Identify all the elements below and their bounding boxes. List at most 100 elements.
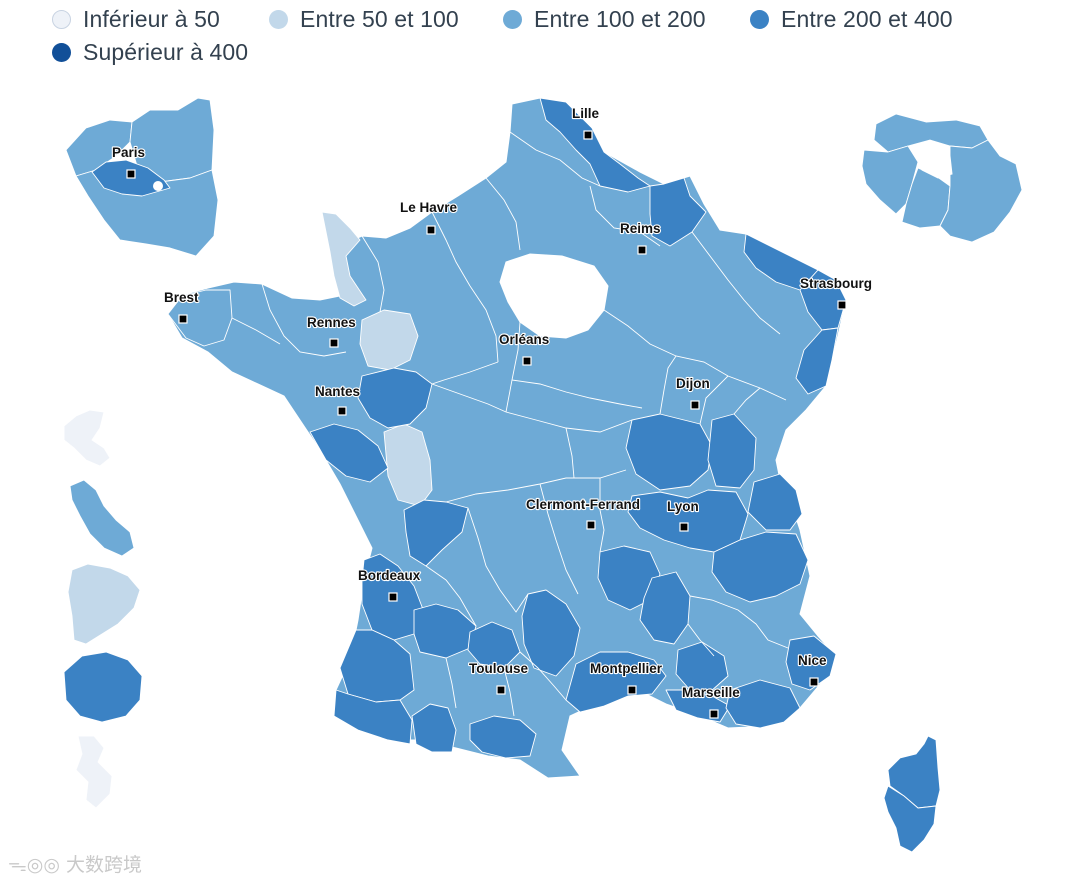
city-clermont-ferrand[interactable]: Clermont-Ferrand bbox=[525, 496, 641, 530]
dept-pyrenees-atlantiques[interactable] bbox=[333, 689, 413, 745]
legend-swatch-icon bbox=[750, 10, 769, 29]
dept-hautes-pyrenees[interactable] bbox=[411, 703, 457, 753]
city-label: Brest bbox=[164, 290, 199, 305]
city-paris[interactable]: Paris bbox=[111, 144, 146, 179]
dept-nord[interactable] bbox=[539, 97, 651, 193]
legend-item-above-400[interactable]: Supérieur à 400 bbox=[52, 39, 248, 66]
dept-alpes-maritimes[interactable] bbox=[785, 635, 837, 691]
legend-label: Inférieur à 50 bbox=[83, 6, 220, 32]
city-marker-icon bbox=[679, 522, 689, 532]
city-marker-icon bbox=[426, 225, 436, 235]
dept-landes[interactable] bbox=[339, 629, 415, 703]
city-label: Orléans bbox=[499, 332, 549, 347]
city-label: Toulouse bbox=[469, 661, 528, 676]
guadeloupe[interactable] bbox=[63, 409, 111, 467]
dept-maine-et-loire[interactable] bbox=[357, 367, 433, 429]
city-brest[interactable]: Brest bbox=[163, 289, 200, 324]
dept-corse-du-sud[interactable] bbox=[883, 785, 937, 853]
city-marker-icon bbox=[329, 338, 339, 348]
city-marker-icon bbox=[178, 314, 188, 324]
la-reunion[interactable] bbox=[63, 651, 143, 723]
paris-inset bbox=[65, 97, 219, 257]
dept-manche[interactable] bbox=[321, 211, 367, 307]
city-marker-icon bbox=[627, 685, 637, 695]
legend-swatch-icon bbox=[52, 43, 71, 62]
dept-lot[interactable] bbox=[521, 589, 581, 677]
dept-jura[interactable] bbox=[707, 413, 757, 489]
city-marker-icon bbox=[809, 677, 819, 687]
city-label: Strasbourg bbox=[800, 276, 872, 291]
dept-deux-sevres[interactable] bbox=[383, 423, 433, 507]
guyane[interactable] bbox=[67, 563, 141, 645]
dept-isere-savoie[interactable] bbox=[711, 531, 809, 603]
inset-val-d-oise[interactable] bbox=[873, 113, 989, 153]
city-strasbourg[interactable]: Strasbourg bbox=[799, 275, 873, 310]
city-label: Clermont-Ferrand bbox=[526, 497, 640, 512]
city-markers: Lille Paris Le Havre Reims Strasbourg Br… bbox=[111, 105, 873, 719]
watermark-logo-icon: ᯓ◎◎ bbox=[8, 854, 66, 876]
dept-mayenne[interactable] bbox=[359, 309, 419, 371]
city-marker-icon bbox=[126, 169, 136, 179]
dept-vendee[interactable] bbox=[309, 423, 389, 483]
inset-petite-couronne-blank bbox=[917, 145, 953, 179]
city-lille[interactable]: Lille bbox=[571, 105, 601, 140]
legend-swatch-icon bbox=[52, 10, 71, 29]
city-marker-icon bbox=[337, 406, 347, 416]
watermark-text: 大数跨境 bbox=[65, 854, 142, 876]
city-bordeaux[interactable]: Bordeaux bbox=[357, 567, 422, 602]
dept-vienne[interactable] bbox=[403, 499, 469, 567]
mainland-france bbox=[167, 97, 847, 779]
city-marseille[interactable]: Marseille bbox=[681, 684, 741, 719]
inset-seine-et-marne[interactable] bbox=[939, 139, 1023, 243]
city-marker-icon bbox=[496, 685, 506, 695]
dept-ardennes[interactable] bbox=[649, 177, 707, 247]
city-marker-icon bbox=[586, 520, 596, 530]
city-nantes[interactable]: Nantes bbox=[314, 383, 361, 416]
martinique[interactable] bbox=[69, 479, 135, 557]
city-label: Dijon bbox=[676, 376, 710, 391]
city-nice[interactable]: Nice bbox=[797, 652, 828, 687]
city-marker-icon bbox=[637, 245, 647, 255]
city-label: Bordeaux bbox=[358, 568, 421, 583]
legend-item-100-200[interactable]: Entre 100 et 200 bbox=[503, 6, 706, 33]
city-reims[interactable]: Reims bbox=[619, 220, 662, 255]
city-marker-icon bbox=[522, 356, 532, 366]
dept-var[interactable] bbox=[725, 679, 801, 729]
city-label: Lyon bbox=[667, 499, 699, 514]
dept-ardeche[interactable] bbox=[639, 571, 691, 645]
city-label: Nantes bbox=[315, 384, 360, 399]
dept-moselle[interactable] bbox=[743, 233, 819, 291]
inset-bois-de-vincennes bbox=[153, 181, 163, 191]
city-lyon[interactable]: Lyon bbox=[666, 498, 700, 532]
city-orleans[interactable]: Orléans bbox=[498, 331, 550, 366]
dept-saone-et-loire[interactable] bbox=[625, 413, 713, 491]
legend-label: Entre 50 et 100 bbox=[300, 6, 459, 32]
corsica bbox=[883, 735, 941, 853]
dept-ariege[interactable] bbox=[469, 715, 537, 759]
city-label: Montpellier bbox=[590, 661, 663, 676]
dept-gard-herault[interactable] bbox=[565, 651, 667, 713]
city-marker-icon bbox=[583, 130, 593, 140]
department-borders bbox=[231, 131, 789, 717]
legend-item-200-400[interactable]: Entre 200 et 400 bbox=[750, 6, 953, 33]
ile-de-france-blank bbox=[499, 253, 609, 339]
legend-item-50-100[interactable]: Entre 50 et 100 bbox=[269, 6, 459, 33]
mayotte[interactable] bbox=[75, 735, 113, 809]
city-le-havre[interactable]: Le Havre bbox=[399, 199, 459, 235]
city-label: Paris bbox=[112, 145, 145, 160]
legend-item-below-50[interactable]: Inférieur à 50 bbox=[52, 6, 220, 33]
dept-haut-rhin[interactable] bbox=[795, 327, 839, 395]
city-rennes[interactable]: Rennes bbox=[306, 314, 357, 348]
city-label: Lille bbox=[572, 106, 599, 121]
legend-label: Entre 200 et 400 bbox=[781, 6, 953, 32]
dept-tarn-et-garonne[interactable] bbox=[467, 621, 521, 669]
watermark: ᯓ◎◎ 大数跨境 bbox=[8, 850, 142, 877]
city-montpellier[interactable]: Montpellier bbox=[589, 660, 664, 695]
dept-vaucluse[interactable] bbox=[675, 641, 729, 693]
city-dijon[interactable]: Dijon bbox=[675, 375, 711, 410]
city-label: Rennes bbox=[307, 315, 356, 330]
legend-swatch-icon bbox=[269, 10, 288, 29]
dept-haute-savoie[interactable] bbox=[747, 473, 803, 531]
city-toulouse[interactable]: Toulouse bbox=[468, 660, 530, 695]
